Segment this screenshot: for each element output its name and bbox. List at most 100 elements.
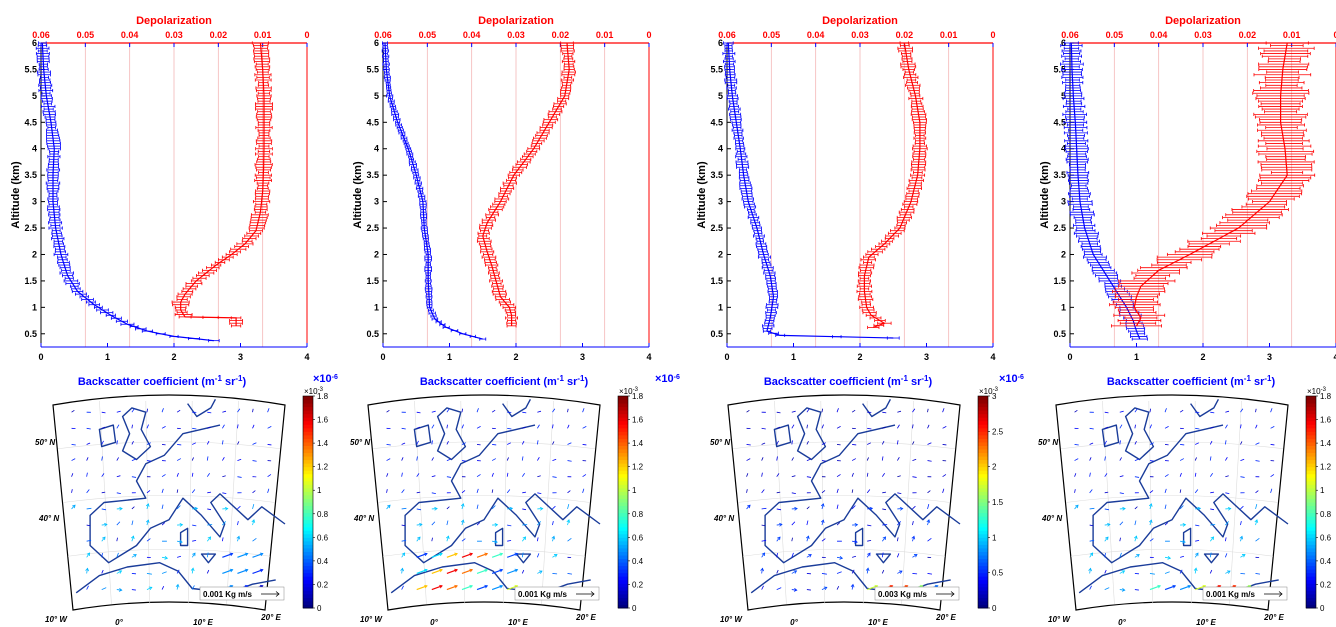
flux-arrowhead	[1167, 555, 1172, 560]
colorbar-segment	[1306, 396, 1316, 401]
flux-arrow	[1119, 570, 1125, 574]
flux-arrow	[116, 492, 121, 495]
flux-arrow	[522, 508, 527, 511]
flux-arrow	[446, 520, 449, 526]
flux-arrow	[161, 474, 166, 478]
colorbar-segment	[978, 403, 988, 408]
map-frame	[367, 394, 601, 611]
flux-arrow	[522, 411, 527, 414]
colorbar-segment	[978, 502, 988, 507]
flux-arrowhead	[913, 554, 918, 558]
flux-arrow	[761, 427, 766, 430]
flux-arrow	[552, 441, 555, 445]
colorbar-segment	[303, 544, 313, 549]
flux-arrow	[221, 440, 224, 445]
flux-arrow	[912, 408, 916, 413]
profile-panel-3: 0.5 1 1.5 2 2.5 3 3.5 4 4.5 5 5.5 6 0 1 2 3 4 0.06 0.05 0.0…	[696, 15, 1024, 388]
flux-arrow	[1104, 426, 1109, 429]
map-frame	[52, 394, 286, 611]
flux-arrowhead	[566, 519, 571, 523]
flux-arrow	[1134, 506, 1138, 510]
graticule-meridian	[226, 400, 239, 605]
flux-arrow	[71, 458, 76, 461]
flux-arrow	[761, 457, 764, 461]
colorbar-segment	[303, 530, 313, 535]
colorbar-segment	[978, 420, 988, 425]
flux-arrow	[401, 489, 405, 494]
longitude-label: 10° W	[45, 615, 68, 624]
flux-arrow	[1089, 524, 1094, 527]
y-tick-label: 6	[374, 38, 379, 48]
flux-arrow	[237, 458, 242, 461]
colorbar-segment	[978, 477, 988, 482]
flux-arrow	[1225, 492, 1230, 494]
graticule-meridian	[502, 400, 508, 605]
flux-arrow	[942, 425, 947, 429]
x-axis-title-part: -1	[1264, 374, 1272, 383]
colorbar-tick-label: 0.2	[317, 580, 329, 589]
flux-arrow	[836, 474, 841, 478]
flux-arrowhead	[119, 506, 123, 511]
y-tick-label: 4.5	[1053, 117, 1066, 127]
flux-arrow	[912, 458, 917, 461]
flux-arrow	[176, 505, 181, 510]
flux-arrowhead	[499, 584, 504, 589]
flux-arrow	[1149, 585, 1161, 591]
colorbar-segment	[303, 586, 313, 591]
colorbar-segment	[978, 427, 988, 432]
colorbar-tick-label: 0.8	[632, 510, 644, 519]
colorbar-segment	[978, 533, 988, 538]
flux-arrow	[101, 552, 103, 558]
colorbar-segment	[618, 399, 628, 404]
colorbar-segment	[618, 463, 628, 468]
flux-arrow	[867, 427, 872, 430]
flux-arrowhead	[434, 506, 438, 511]
flux-arrow	[942, 408, 945, 413]
flux-arrow	[116, 570, 122, 574]
flux-arrow	[86, 552, 90, 558]
colorbar-tick-label: 3	[992, 392, 997, 401]
depol-tick-label: 0.03	[1194, 30, 1212, 40]
colorbar-segment	[618, 579, 628, 584]
colorbar-segment	[978, 516, 988, 521]
colorbar-segment	[303, 420, 313, 425]
flux-arrow	[416, 491, 421, 494]
flux-arrow	[552, 536, 555, 542]
colorbar-segment	[1306, 576, 1316, 581]
series-depolarization	[476, 41, 576, 328]
colorbar-frame	[302, 395, 314, 609]
flux-arrow	[506, 457, 509, 461]
flux-arrow	[1089, 585, 1092, 590]
longitude-label: 0°	[115, 618, 123, 627]
flux-map-1: 0.001 Kg m/s 50° N 40° N 10° W 0° 10° E 20° E 0…	[35, 387, 329, 627]
colorbar-segment	[618, 466, 628, 471]
flux-arrow	[867, 507, 873, 510]
flux-arrow	[131, 440, 134, 445]
colorbar-segment	[618, 456, 628, 461]
colorbar-segment	[303, 434, 313, 439]
flux-arrow	[776, 552, 778, 558]
series-backscatter	[35, 41, 220, 343]
colorbar-segment	[303, 512, 313, 517]
flux-arrowhead	[460, 503, 465, 507]
flux-arrow	[416, 569, 428, 574]
flux-arrow	[161, 556, 168, 559]
flux-arrow	[507, 524, 512, 527]
flux-arrow	[1255, 519, 1258, 526]
x-tick-label: 1	[791, 352, 796, 362]
flux-arrowhead	[236, 535, 241, 540]
flux-arrow	[866, 568, 869, 574]
flux-arrow	[1149, 538, 1154, 542]
colorbar-segment	[303, 449, 313, 454]
colorbar-segment	[303, 417, 313, 422]
colorbar-segment	[618, 526, 628, 531]
flux-arrow	[131, 458, 136, 461]
colorbar-segment	[978, 579, 988, 584]
series-line	[384, 42, 483, 340]
flux-arrow	[1119, 440, 1121, 445]
flux-arrow	[537, 410, 542, 413]
x-axis-title-part: sr	[564, 376, 578, 388]
flux-arrow	[1164, 408, 1167, 413]
coastline	[1101, 424, 1120, 448]
y-tick-label: 4.5	[366, 117, 379, 127]
